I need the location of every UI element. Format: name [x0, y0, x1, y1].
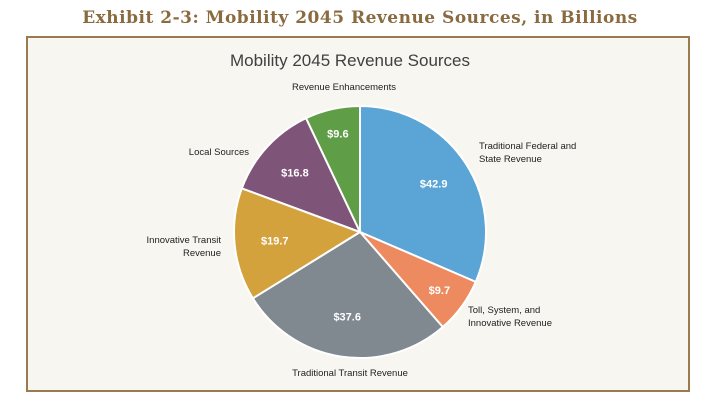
pie-chart: Mobility 2045 Revenue Sources $42.9$9.7$…	[147, 51, 577, 379]
chart-title: Mobility 2045 Revenue Sources	[230, 51, 470, 70]
value-label-traditional-transit-revenue: $37.6	[333, 312, 361, 324]
pie-slice-traditional-federal-and-state-revenue	[359, 104, 487, 284]
value-labels: $42.9 $9.7 $37.6 $19.7 $16.8 $9.6	[261, 129, 450, 324]
category-label-revenue-enhancements: Revenue Enhancements	[292, 82, 396, 93]
value-label-local-sources: $16.8	[281, 167, 309, 179]
value-label-traditional-federal-and-state-revenue: $42.9	[420, 179, 448, 191]
category-label-traditional-transit-revenue: Traditional Transit Revenue	[292, 368, 408, 379]
pie-slice-innovative-transit-revenue	[233, 187, 363, 300]
exhibit-title: Exhibit 2-3: Mobility 2045 Revenue Sourc…	[82, 8, 638, 28]
category-label-traditional-federal-and-state-revenue: Traditional Federal and State Revenue	[479, 141, 576, 165]
pie-slice-traditional-transit-revenue	[251, 230, 445, 359]
pie-slice-local-sources	[240, 116, 362, 234]
category-label-local-sources: Local Sources	[189, 147, 249, 158]
pie-slices	[233, 104, 487, 359]
pie-slice-revenue-enhancements	[304, 104, 361, 233]
category-labels: Traditional Federal and State Revenue Toll…	[147, 82, 577, 379]
chart-frame: Mobility 2045 Revenue Sources $42.9 $9.7 $…	[26, 36, 690, 392]
category-label-innovative-transit-revenue: Innovative Transit Revenue	[147, 235, 222, 259]
value-label-innovative-transit-revenue: $19.7	[261, 236, 289, 248]
category-label-toll-system-and-innovative-revenue: Toll, System, and Innovative Revenue	[468, 305, 552, 329]
value-label-revenue-enhancements: $9.6	[327, 129, 348, 141]
value-label-toll-system-and-innovative-revenue: $9.7	[429, 285, 450, 297]
